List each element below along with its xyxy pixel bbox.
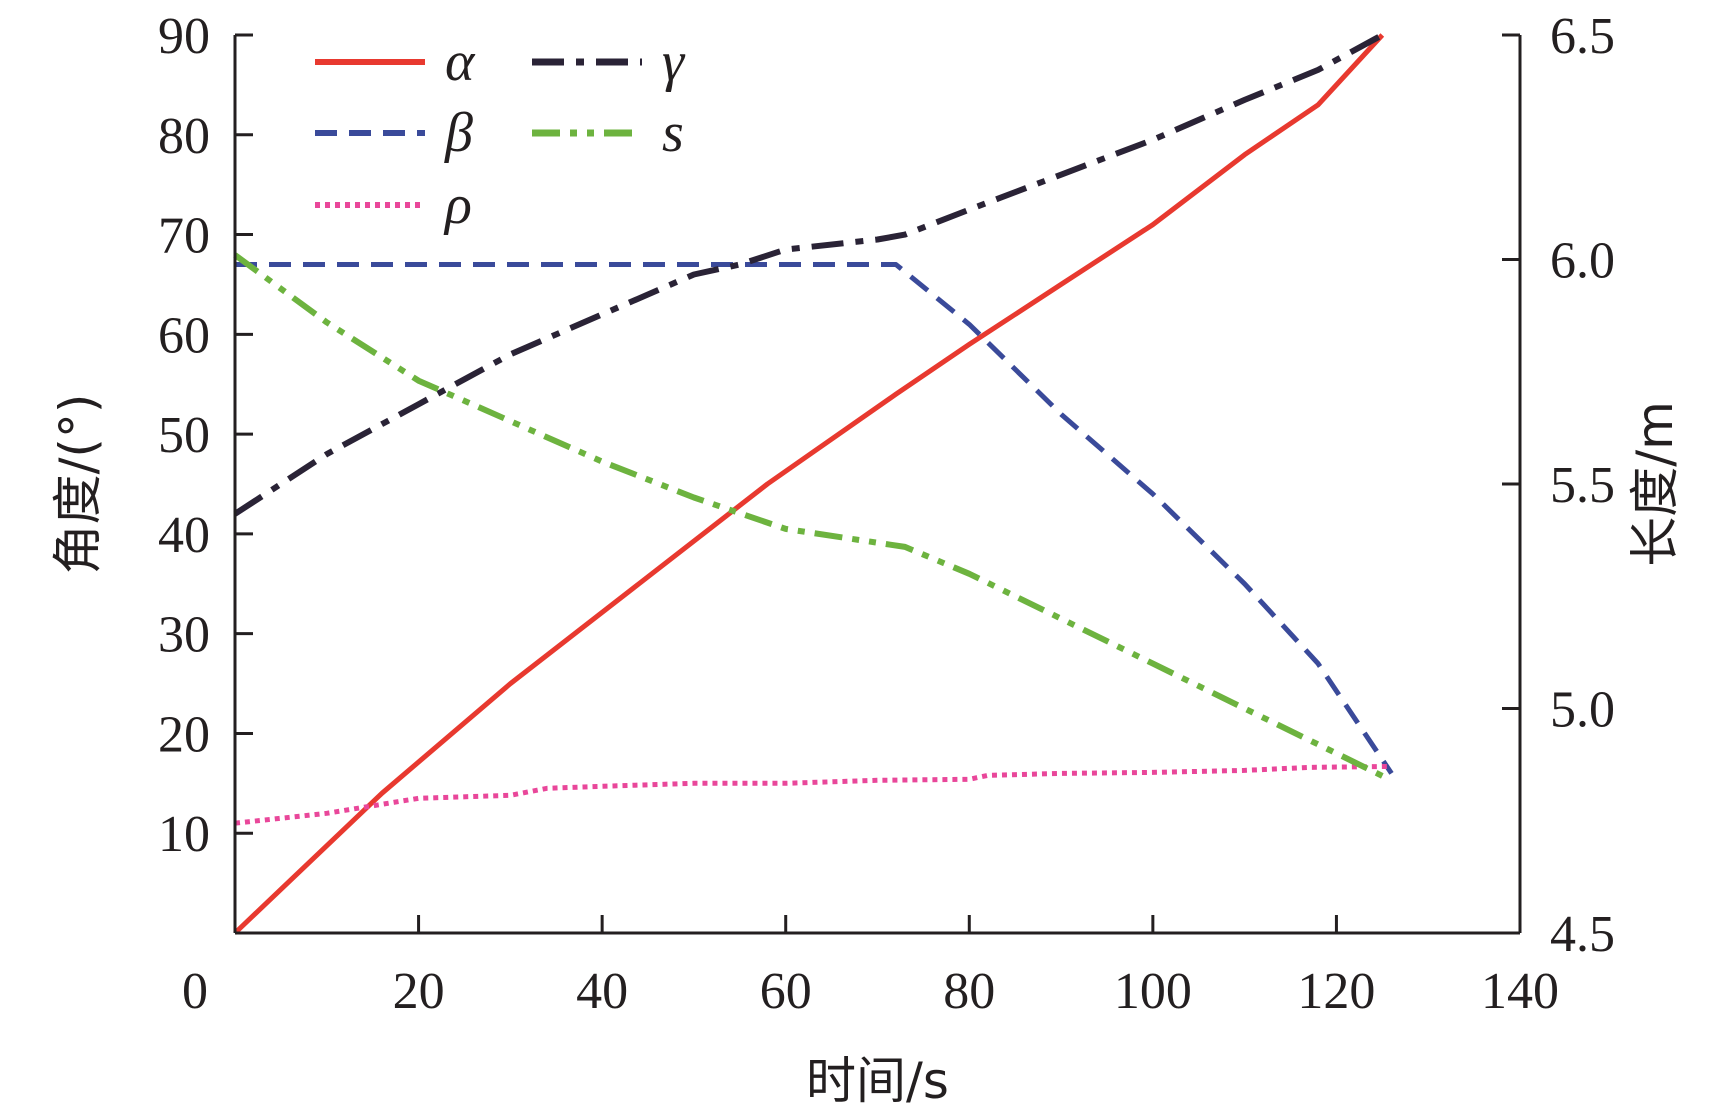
x-tick-label: 140	[1481, 963, 1559, 1020]
y-right-tick-label: 6.5	[1550, 8, 1615, 65]
y-right-tick-label: 6.0	[1550, 233, 1615, 290]
series-line-4	[233, 252, 1384, 779]
series-line-2	[234, 763, 1392, 826]
series-line-0	[233, 33, 1385, 935]
x-axis-title: 时间/s	[806, 1052, 949, 1110]
legend-label-2: ρ	[443, 174, 472, 236]
y-left-tick-label: 50	[158, 407, 210, 464]
x-tick-label: 80	[943, 963, 995, 1020]
x-tick-label: 60	[760, 963, 812, 1020]
y-left-tick-label: 10	[158, 806, 210, 863]
y-right-tick-label: 5.0	[1550, 682, 1615, 739]
x-tick-label: 120	[1297, 963, 1375, 1020]
y-left-axis-title: 角度/(°)	[49, 394, 107, 575]
legend-label-4: s	[662, 102, 684, 164]
legend-label-1: β	[444, 102, 473, 164]
x-tick-label: 100	[1114, 963, 1192, 1020]
legend: αβρ γs	[315, 31, 686, 236]
y-right-axis-title: 长度/m	[1626, 401, 1684, 567]
y-left-tick-label: 90	[158, 8, 210, 65]
series-layer	[233, 32, 1394, 935]
y-left-tick-label: 80	[158, 108, 210, 165]
x-tick-label: 20	[393, 963, 445, 1020]
legend-label-0: α	[445, 31, 476, 93]
x-tick-label: 40	[576, 963, 628, 1020]
y-left-tick-label: 60	[158, 307, 210, 364]
y-left-tick-label: 30	[158, 607, 210, 664]
y-right-tick-label: 4.5	[1550, 906, 1615, 963]
series-line-3	[233, 32, 1384, 517]
y-right-tick-label: 5.5	[1550, 457, 1615, 514]
x-tick-label: 0	[182, 963, 208, 1020]
ticks-layer: 0 20 40 60 80 100 120 140 10 20 30 40 50 60 70 80 90 4.5 5…	[158, 8, 1615, 1020]
legend-label-3: γ	[662, 31, 686, 93]
y-left-tick-label: 70	[158, 208, 210, 265]
y-left-tick-label: 40	[158, 507, 210, 564]
y-left-tick-label: 20	[158, 706, 210, 763]
